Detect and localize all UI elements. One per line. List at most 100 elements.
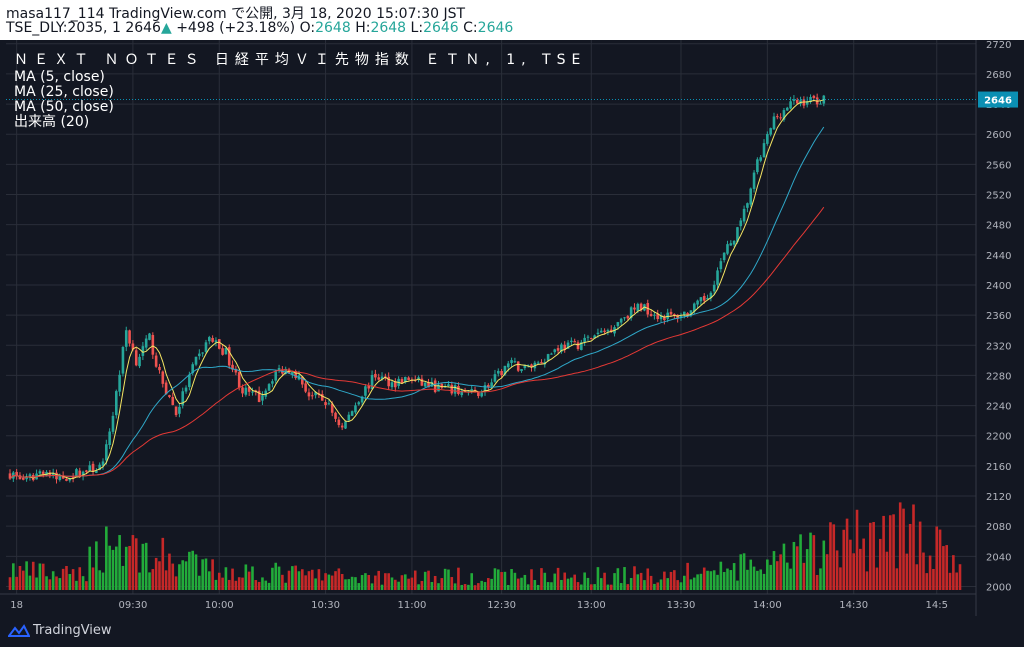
candle-body: [550, 353, 553, 355]
volume-bar: [144, 542, 148, 590]
candle-body: [440, 383, 444, 388]
volume-bar: [536, 584, 540, 590]
y-tick-label: 2400: [986, 281, 1011, 292]
volume-bar: [217, 572, 221, 590]
candle-body: [772, 116, 776, 130]
volume-bar: [234, 580, 238, 590]
instrument-title: ＮＥＸＴ ＮＯＴＥＳ 日経平均ＶＩ先物指数 ＥＴＮ, 1, TSE: [14, 52, 587, 68]
y-tick-label: 2120: [986, 492, 1011, 503]
volume-bar: [427, 570, 430, 590]
volume-bar: [859, 548, 862, 590]
candle-body: [812, 95, 816, 99]
candle-body: [45, 471, 48, 476]
high-value: 2648: [370, 20, 407, 36]
volume-bar: [862, 538, 865, 590]
volume-bar: [500, 572, 503, 590]
volume-bar: [759, 569, 762, 590]
volume-bar: [310, 569, 314, 590]
chart-canvas[interactable]: 2000 2040 2080 2120 2160 2200 2240 2280 2320 2360…: [0, 40, 1024, 616]
volume-bar: [237, 577, 241, 590]
volume-bar: [918, 521, 922, 590]
footer: TradingView: [0, 616, 1024, 647]
volume-bar: [433, 575, 437, 590]
volume-bar: [922, 552, 925, 590]
volume-bar: [101, 572, 105, 590]
volume-bar: [948, 572, 952, 590]
volume-bar: [244, 564, 248, 590]
volume-bar: [679, 582, 683, 590]
volume-bar: [938, 529, 942, 590]
indicator-volume[interactable]: 出来高 (20): [14, 114, 90, 130]
candle-body: [699, 297, 703, 302]
candle-body: [340, 425, 344, 428]
volume-bar: [460, 584, 464, 590]
indicator-ma5[interactable]: MA (5, close): [14, 69, 105, 85]
candle-body: [653, 314, 656, 316]
volume-bar: [586, 577, 590, 590]
volume-bar: [254, 580, 258, 590]
volume-bar: [842, 529, 846, 590]
volume-bar: [400, 575, 404, 590]
volume-bar: [942, 546, 945, 590]
candle-body: [134, 350, 138, 366]
volume-bar: [666, 578, 669, 590]
candle-body: [589, 338, 593, 340]
volume-bar: [314, 578, 317, 590]
candle-body: [756, 159, 759, 173]
candle-body: [583, 337, 586, 343]
candle-body: [487, 385, 490, 388]
tradingview-logo[interactable]: TradingView: [7, 623, 112, 638]
price-chart[interactable]: 2000 2040 2080 2120 2160 2200 2240 2280 2320 2360…: [0, 40, 1024, 616]
volume-bar: [799, 534, 802, 590]
volume-bar: [802, 562, 806, 590]
volume-bar: [855, 509, 859, 590]
candle-body: [477, 391, 480, 396]
volume-bar: [795, 546, 799, 590]
y-tick-label: 2320: [986, 341, 1011, 352]
candle-body: [427, 382, 430, 388]
high-label: H:: [355, 20, 371, 36]
volume-bar: [746, 569, 749, 590]
volume-bar: [556, 567, 560, 590]
volume-bar: [580, 584, 583, 590]
candle-body: [131, 343, 135, 350]
indicator-ma25[interactable]: MA (25, close): [14, 84, 114, 100]
volume-bar: [520, 577, 523, 590]
candle-body: [144, 338, 148, 348]
volume-bar: [91, 567, 95, 590]
volume-bar: [686, 562, 689, 590]
candle-body: [676, 314, 679, 319]
volume-bar: [467, 584, 470, 590]
indicator-ma50[interactable]: MA (50, close): [14, 99, 114, 115]
candle-body: [380, 376, 384, 380]
candle-body: [580, 342, 583, 350]
volume-bar: [271, 567, 274, 590]
volume-bar: [706, 570, 709, 590]
candle-body: [789, 101, 792, 109]
candle-body: [546, 354, 550, 361]
volume-bar: [440, 578, 444, 590]
volume-bar: [898, 502, 902, 590]
volume-bar: [58, 578, 62, 590]
volume-bar: [732, 563, 736, 590]
volume-bar: [284, 582, 287, 590]
candle-body: [746, 203, 749, 208]
volume-bar: [211, 559, 214, 590]
candle-body: [523, 364, 527, 369]
candle-body: [108, 431, 111, 445]
candle-body: [795, 100, 799, 104]
candle-body: [626, 316, 630, 319]
candle-body: [151, 335, 155, 355]
up-arrow-icon: ▲: [160, 20, 172, 36]
volume-bar: [719, 561, 723, 590]
volume-bar: [792, 541, 796, 590]
volume-bar: [457, 567, 460, 590]
volume-bar: [105, 526, 108, 590]
candle-body: [673, 314, 676, 316]
volume-bar: [958, 564, 962, 590]
candle-body: [712, 284, 716, 292]
y-tick-label: 2040: [986, 552, 1011, 563]
volume-bar: [437, 583, 440, 590]
candle-body: [490, 382, 493, 387]
volume-bar: [354, 577, 357, 590]
